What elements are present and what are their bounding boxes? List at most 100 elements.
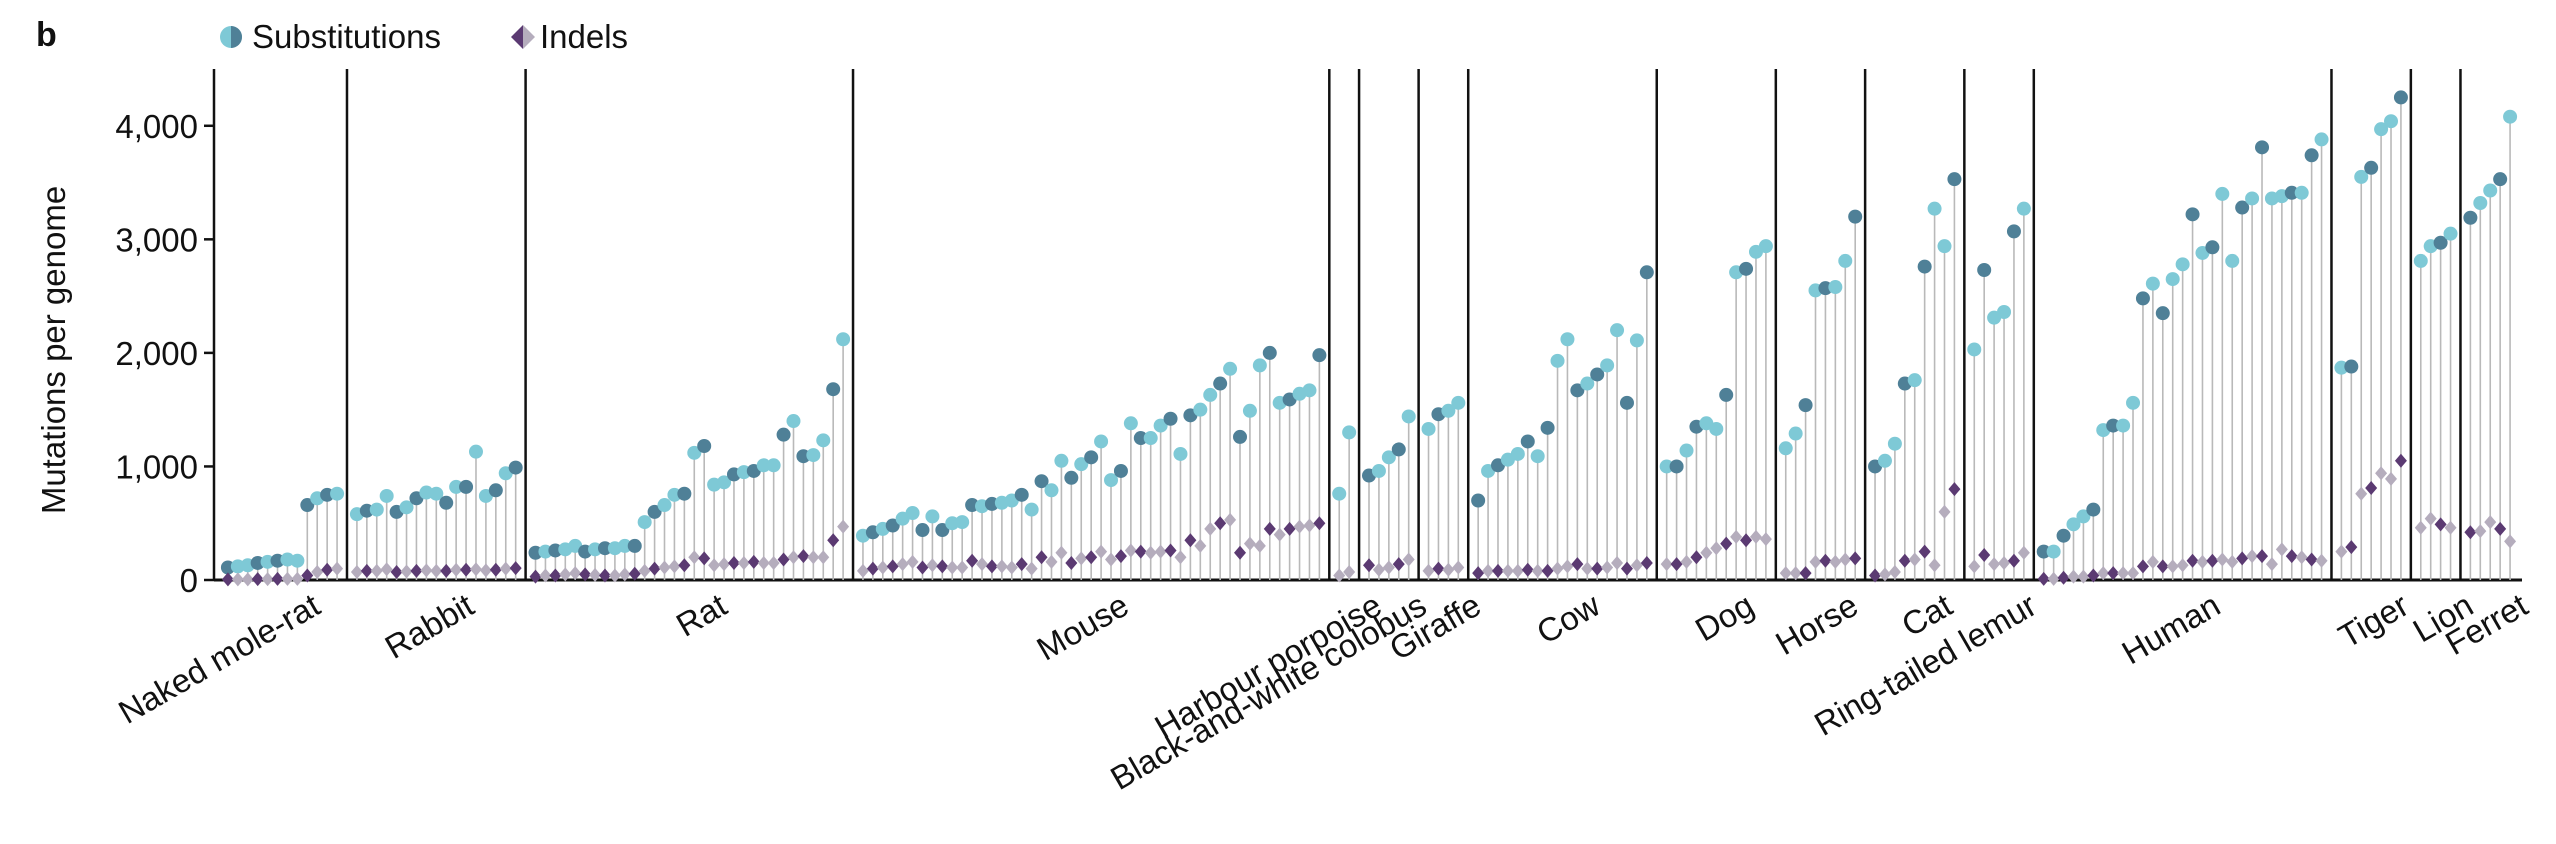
substitution-point xyxy=(399,500,414,515)
indel-point xyxy=(1154,544,1167,559)
indel-point xyxy=(1164,543,1177,558)
substitution-point xyxy=(647,504,662,519)
substitution-point xyxy=(2364,160,2379,175)
substitution-point xyxy=(1024,502,1039,517)
substitution-point xyxy=(459,479,474,494)
species-label: Human xyxy=(2116,586,2227,671)
indel-point xyxy=(1085,550,1098,565)
substitution-point xyxy=(1917,259,1932,274)
substitution-point xyxy=(1927,201,1942,216)
substitution-point xyxy=(2284,185,2299,200)
species-separators xyxy=(345,69,2462,580)
substitution-point xyxy=(826,382,841,397)
substitution-point xyxy=(2473,195,2488,210)
substitution-point xyxy=(330,486,345,501)
substitution-point xyxy=(1242,403,1257,418)
indel-point xyxy=(1273,527,1286,542)
indel-point xyxy=(499,561,512,576)
substitution-point xyxy=(1788,426,1803,441)
substitution-point xyxy=(1540,420,1555,435)
indel-point xyxy=(807,550,820,565)
substitution-point xyxy=(905,506,920,521)
indel-point xyxy=(727,555,740,570)
indel-point xyxy=(1620,561,1633,576)
substitution-point xyxy=(1143,431,1158,446)
substitution-point xyxy=(697,439,712,454)
y-tick-label: 1,000 xyxy=(115,448,198,485)
substitution-point xyxy=(508,460,523,475)
indel-point xyxy=(747,554,760,569)
substitution-point xyxy=(2215,186,2230,201)
indel-point xyxy=(1531,563,1544,578)
indel-point xyxy=(767,555,780,570)
indel-point xyxy=(1422,563,1435,578)
indel-point xyxy=(817,550,830,565)
indel-point xyxy=(1114,549,1127,564)
substitution-point xyxy=(1441,403,1456,418)
indel-point xyxy=(2474,524,2487,539)
indel-point xyxy=(2504,534,2517,549)
substitution-point xyxy=(1113,463,1128,478)
indel-point xyxy=(618,567,631,582)
substitution-point xyxy=(1302,383,1317,398)
substitution-point xyxy=(597,541,612,556)
legend: Substitutions Indels xyxy=(220,18,628,55)
axes: 0 1,000 2,000 3,000 4,000 xyxy=(115,69,2522,599)
indel-point xyxy=(2166,559,2179,574)
indel-point xyxy=(856,563,869,578)
indel-point xyxy=(797,549,810,564)
indel-point xyxy=(2216,552,2229,567)
stems xyxy=(227,97,2511,580)
indel-point xyxy=(1680,554,1693,569)
substitution-point xyxy=(1887,436,1902,451)
legend-indels-marker-dark xyxy=(511,25,523,49)
substitution-point xyxy=(955,515,970,530)
substitution-point xyxy=(1560,332,1575,347)
substitution-point xyxy=(2126,395,2141,410)
indel-point xyxy=(1174,550,1187,565)
indel-point xyxy=(569,566,582,581)
substitution-point xyxy=(2384,114,2399,129)
indel-point xyxy=(1124,543,1137,558)
data-marks xyxy=(220,90,2518,587)
substitution-point xyxy=(677,486,692,501)
indel-point xyxy=(2335,544,2348,559)
substitution-point xyxy=(1342,425,1357,440)
substitution-point xyxy=(1252,358,1267,373)
substitution-point xyxy=(1600,358,1615,373)
indel-point xyxy=(281,571,294,586)
indel-point xyxy=(1194,538,1207,553)
indel-point xyxy=(2265,557,2278,572)
substitution-point xyxy=(1262,345,1277,360)
indel-point xyxy=(946,560,959,575)
substitution-point xyxy=(1401,409,1416,424)
indel-point xyxy=(608,568,621,583)
legend-substitutions-marker-dark xyxy=(231,26,242,48)
substitution-point xyxy=(2314,132,2329,147)
indel-point xyxy=(1690,550,1703,565)
indel-point xyxy=(1402,552,1415,567)
substitution-point xyxy=(1421,421,1436,436)
indel-point xyxy=(1928,558,1941,573)
substitution-point xyxy=(1659,459,1674,474)
substitution-point xyxy=(1570,383,1585,398)
indel-point xyxy=(2127,566,2140,581)
indel-point xyxy=(2424,511,2437,526)
indel-point xyxy=(261,572,274,587)
substitution-point xyxy=(1153,418,1168,433)
substitution-point xyxy=(2463,210,2478,225)
indel-point xyxy=(995,559,1008,574)
indel-point xyxy=(906,554,919,569)
indel-point xyxy=(2007,553,2020,568)
indel-point xyxy=(390,565,403,580)
indel-point xyxy=(777,552,790,567)
substitution-point xyxy=(2294,185,2309,200)
substitution-point xyxy=(300,498,315,513)
substitution-point xyxy=(468,444,483,459)
legend-indels-marker-light xyxy=(523,25,535,49)
indel-point xyxy=(2107,566,2120,581)
indel-point xyxy=(757,555,770,570)
indel-point xyxy=(1660,557,1673,572)
species-label: Dog xyxy=(1689,586,1760,648)
indel-point xyxy=(628,566,641,581)
